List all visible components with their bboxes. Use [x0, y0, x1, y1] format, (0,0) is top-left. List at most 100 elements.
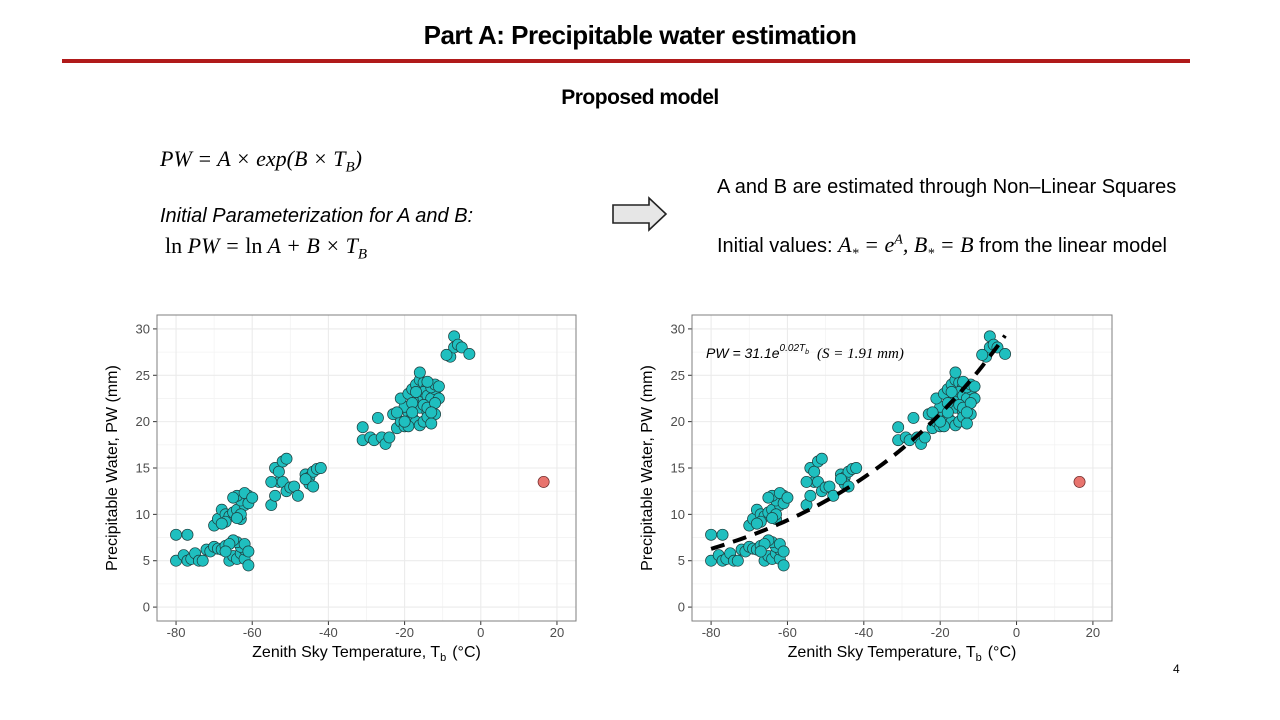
data-point — [219, 545, 232, 558]
outlier-point — [537, 475, 550, 488]
x-tick-label: -80 — [702, 625, 721, 640]
annotation-fit: (S = 1.91 mm) — [817, 346, 904, 362]
model-close: ) — [354, 146, 362, 171]
data-point — [716, 528, 729, 541]
iv-eq2: = B — [934, 232, 974, 257]
data-point — [425, 417, 438, 430]
x-axis-title-unit: (°C) — [452, 644, 481, 661]
data-point — [391, 406, 403, 419]
data-point — [314, 462, 327, 474]
y-tick-label: 25 — [136, 368, 150, 383]
data-point — [291, 489, 304, 502]
data-point — [777, 559, 790, 572]
right-arrow-icon — [612, 196, 668, 232]
data-point — [781, 491, 794, 504]
data-point — [750, 517, 763, 530]
data-point — [800, 475, 813, 488]
x-axis-title: Zenith Sky Temperature, Tb (°C) — [788, 644, 1017, 664]
data-point — [231, 512, 243, 525]
data-point — [170, 528, 182, 541]
log-ln-1: ln — [165, 233, 183, 258]
annotation-prefix: PW = 31.1e — [706, 345, 780, 361]
x-tick-label: 20 — [1086, 625, 1100, 640]
data-point — [754, 545, 767, 558]
initial-values-prefix: Initial values: — [717, 235, 839, 257]
data-point — [398, 415, 411, 428]
data-point — [949, 366, 962, 379]
iv-a: A — [838, 232, 852, 257]
x-axis-title-main: Zenith Sky Temperature, T — [788, 644, 976, 661]
page-number: 4 — [1173, 662, 1180, 676]
data-point — [196, 554, 209, 567]
data-point — [265, 475, 278, 488]
x-tick-label: -40 — [854, 625, 873, 640]
y-tick-label: 15 — [671, 461, 685, 476]
data-point — [815, 452, 828, 465]
data-point — [777, 545, 790, 558]
data-point — [383, 431, 396, 444]
x-tick-label: -40 — [319, 625, 338, 640]
data-point — [960, 406, 973, 419]
data-point — [421, 375, 434, 388]
data-point — [834, 473, 847, 486]
y-tick-label: 15 — [136, 461, 150, 476]
x-tick-label: 20 — [550, 625, 564, 640]
annotation-sup: 0.02T — [780, 343, 806, 354]
y-tick-label: 10 — [671, 507, 685, 522]
log-rhs: A + B × T — [267, 233, 358, 258]
x-tick-label: -60 — [778, 625, 797, 640]
x-tick-label: 0 — [1013, 625, 1020, 640]
data-point — [280, 452, 293, 465]
y-tick-label: 20 — [671, 414, 685, 429]
x-axis-title-unit: (°C) — [988, 644, 1017, 661]
data-point — [371, 411, 384, 424]
data-point — [968, 380, 981, 393]
iv-star-2: * — [927, 246, 935, 262]
y-tick-label: 0 — [678, 600, 685, 615]
data-point — [272, 465, 285, 478]
log-pw: PW = — [187, 233, 246, 258]
fit-curve — [710, 334, 1007, 551]
data-point — [425, 406, 438, 419]
data-point — [808, 465, 821, 478]
y-tick-label: 20 — [136, 414, 150, 429]
nls-description: A and B are estimated through Non–Linear… — [717, 176, 1177, 198]
log-equation: ln PW = ln A + B × TB — [165, 233, 367, 263]
x-axis-title: Zenith Sky Temperature, Tb (°C) — [252, 644, 481, 664]
outlier-point — [1073, 475, 1086, 488]
data-point — [455, 341, 468, 354]
data-point — [892, 421, 905, 434]
data-point — [850, 462, 863, 474]
data-point — [406, 406, 419, 419]
title-divider — [62, 59, 1190, 63]
data-point — [215, 517, 228, 530]
data-point — [242, 559, 255, 572]
fit-annotation: PW = 31.1e0.02Tb (S = 1.91 mm) — [706, 343, 904, 362]
data-point — [463, 347, 476, 360]
model-rhs: = A × exp(B × T — [197, 146, 346, 171]
y-tick-label: 0 — [143, 600, 150, 615]
data-point — [356, 421, 369, 434]
y-tick-label: 10 — [136, 507, 150, 522]
annotation-sup-sub: b — [805, 349, 809, 356]
iv-sup: A — [894, 232, 903, 248]
data-point — [945, 386, 958, 398]
data-point — [907, 411, 920, 424]
iv-star-1: * — [851, 246, 859, 262]
data-point — [246, 491, 259, 504]
panel-border — [156, 314, 577, 622]
x-axis-title-main: Zenith Sky Temperature, T — [252, 644, 440, 661]
data-point — [766, 512, 779, 525]
initial-values-suffix: from the linear model — [973, 235, 1167, 257]
data-point — [960, 417, 973, 430]
y-tick-label: 25 — [671, 368, 685, 383]
data-point — [827, 489, 840, 502]
x-tick-label: -20 — [931, 625, 950, 640]
model-lhs: PW — [160, 146, 192, 171]
scatter-chart-left: -80 -60 -40 -20 0 20 0 5 10 15 20 25 30 Zenith Sky Te… — [104, 314, 577, 664]
iv-comma: , B — [902, 232, 928, 257]
data-point — [307, 480, 320, 493]
x-tick-label: 0 — [477, 625, 484, 640]
x-tick-label: -20 — [395, 625, 414, 640]
